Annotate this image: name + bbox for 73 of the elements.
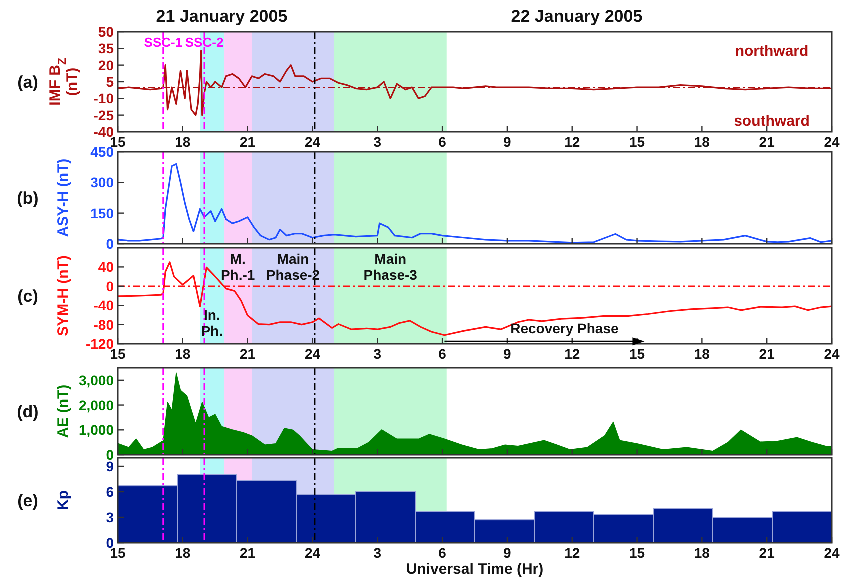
x-axis-title: Universal Time (Hr) [406,561,544,578]
text: (b) [17,189,39,208]
x-tick-label: 21 [759,346,776,362]
x-tick-label: 21 [240,134,256,150]
x-tick-label: 24 [824,134,840,150]
x-tick-label: 6 [438,346,447,362]
y-tick-label: 35 [98,40,114,57]
ref-line-label: SSC-2 [185,35,224,50]
text: (e) [18,492,38,510]
x-tick-label: 21 [240,346,256,362]
annotation: northward [735,43,809,60]
y-tick-label: -80 [94,316,114,333]
x-tick-label: 6 [438,545,447,561]
x-tick-label: 24 [824,346,840,362]
x-tick-label: 18 [694,545,710,561]
y-tick-label: 3,000 [78,372,114,388]
x-tick-label: 9 [504,346,512,362]
x-tick-label: 12 [564,346,580,362]
x-tick-label: 21 [759,134,776,150]
y-axis-title: AE (nT) [55,384,72,438]
text: 21 January 2005 [156,7,288,26]
ref-line-label: SSC-1 [144,35,183,50]
x-tick-label: 18 [694,346,710,362]
y-tick-label: -25 [94,107,114,124]
x-tick-label: 18 [175,545,191,561]
band-label: Main Phase-2 [266,251,320,283]
x-tick-label: 15 [629,134,646,150]
y-tick-label: 1,000 [78,422,114,438]
y-tick-label: -40 [94,298,114,314]
annotation: southward [734,113,810,130]
x-tick-label: 24 [304,346,321,362]
x-tick-label: 15 [629,346,646,362]
y-tick-label: 300 [90,174,114,191]
x-tick-label: 9 [504,134,512,150]
band-label: M. Ph.-1 [220,251,256,283]
x-tick-label: 18 [175,134,191,150]
x-tick-label: 12 [564,545,580,561]
x-tick-label: 9 [504,545,512,561]
x-tick-label: 6 [438,134,447,150]
y-tick-label: 6 [106,484,114,500]
x-tick-label: 18 [175,346,191,362]
x-tick-label: 3 [374,346,382,362]
x-tick-label: 3 [374,134,382,150]
y-tick-label: -10 [94,90,114,107]
y-tick-label: 40 [98,259,114,276]
x-tick-label: 15 [629,545,646,561]
x-tick-label: 21 [759,545,776,561]
y-axis-title: Kp [55,490,72,510]
band-label: Main Phase-3 [364,251,418,283]
y-tick-label: 2,000 [78,397,114,414]
x-tick-label: 24 [304,545,321,561]
y-axis-title: ASY-H (nT) [55,158,72,238]
y-axis-title: SYM-H (nT) [55,256,72,336]
y-tick-label: 5 [106,74,114,90]
text: 22 January 2005 [511,7,643,26]
x-tick-label: 24 [304,134,321,150]
annotation: Recovery Phase [510,320,620,337]
y-tick-label: 0 [106,278,114,294]
x-tick-label: 24 [824,545,840,561]
y-tick-label: 0 [106,447,114,463]
y-tick-label: 50 [98,24,114,40]
y-tick-label: 20 [98,57,114,74]
y-tick-label: 0 [106,236,114,252]
text: (c) [18,287,38,306]
y-tick-label: 150 [90,205,114,222]
x-tick-label: 12 [564,134,580,150]
text: (a) [18,73,38,92]
x-tick-label: 21 [240,545,256,561]
x-tick-label: 18 [694,134,710,150]
y-tick-label: 3 [106,510,114,526]
band-label: In. Ph. [201,307,224,339]
text: (d) [17,402,39,422]
x-tick-label: 3 [374,545,382,561]
